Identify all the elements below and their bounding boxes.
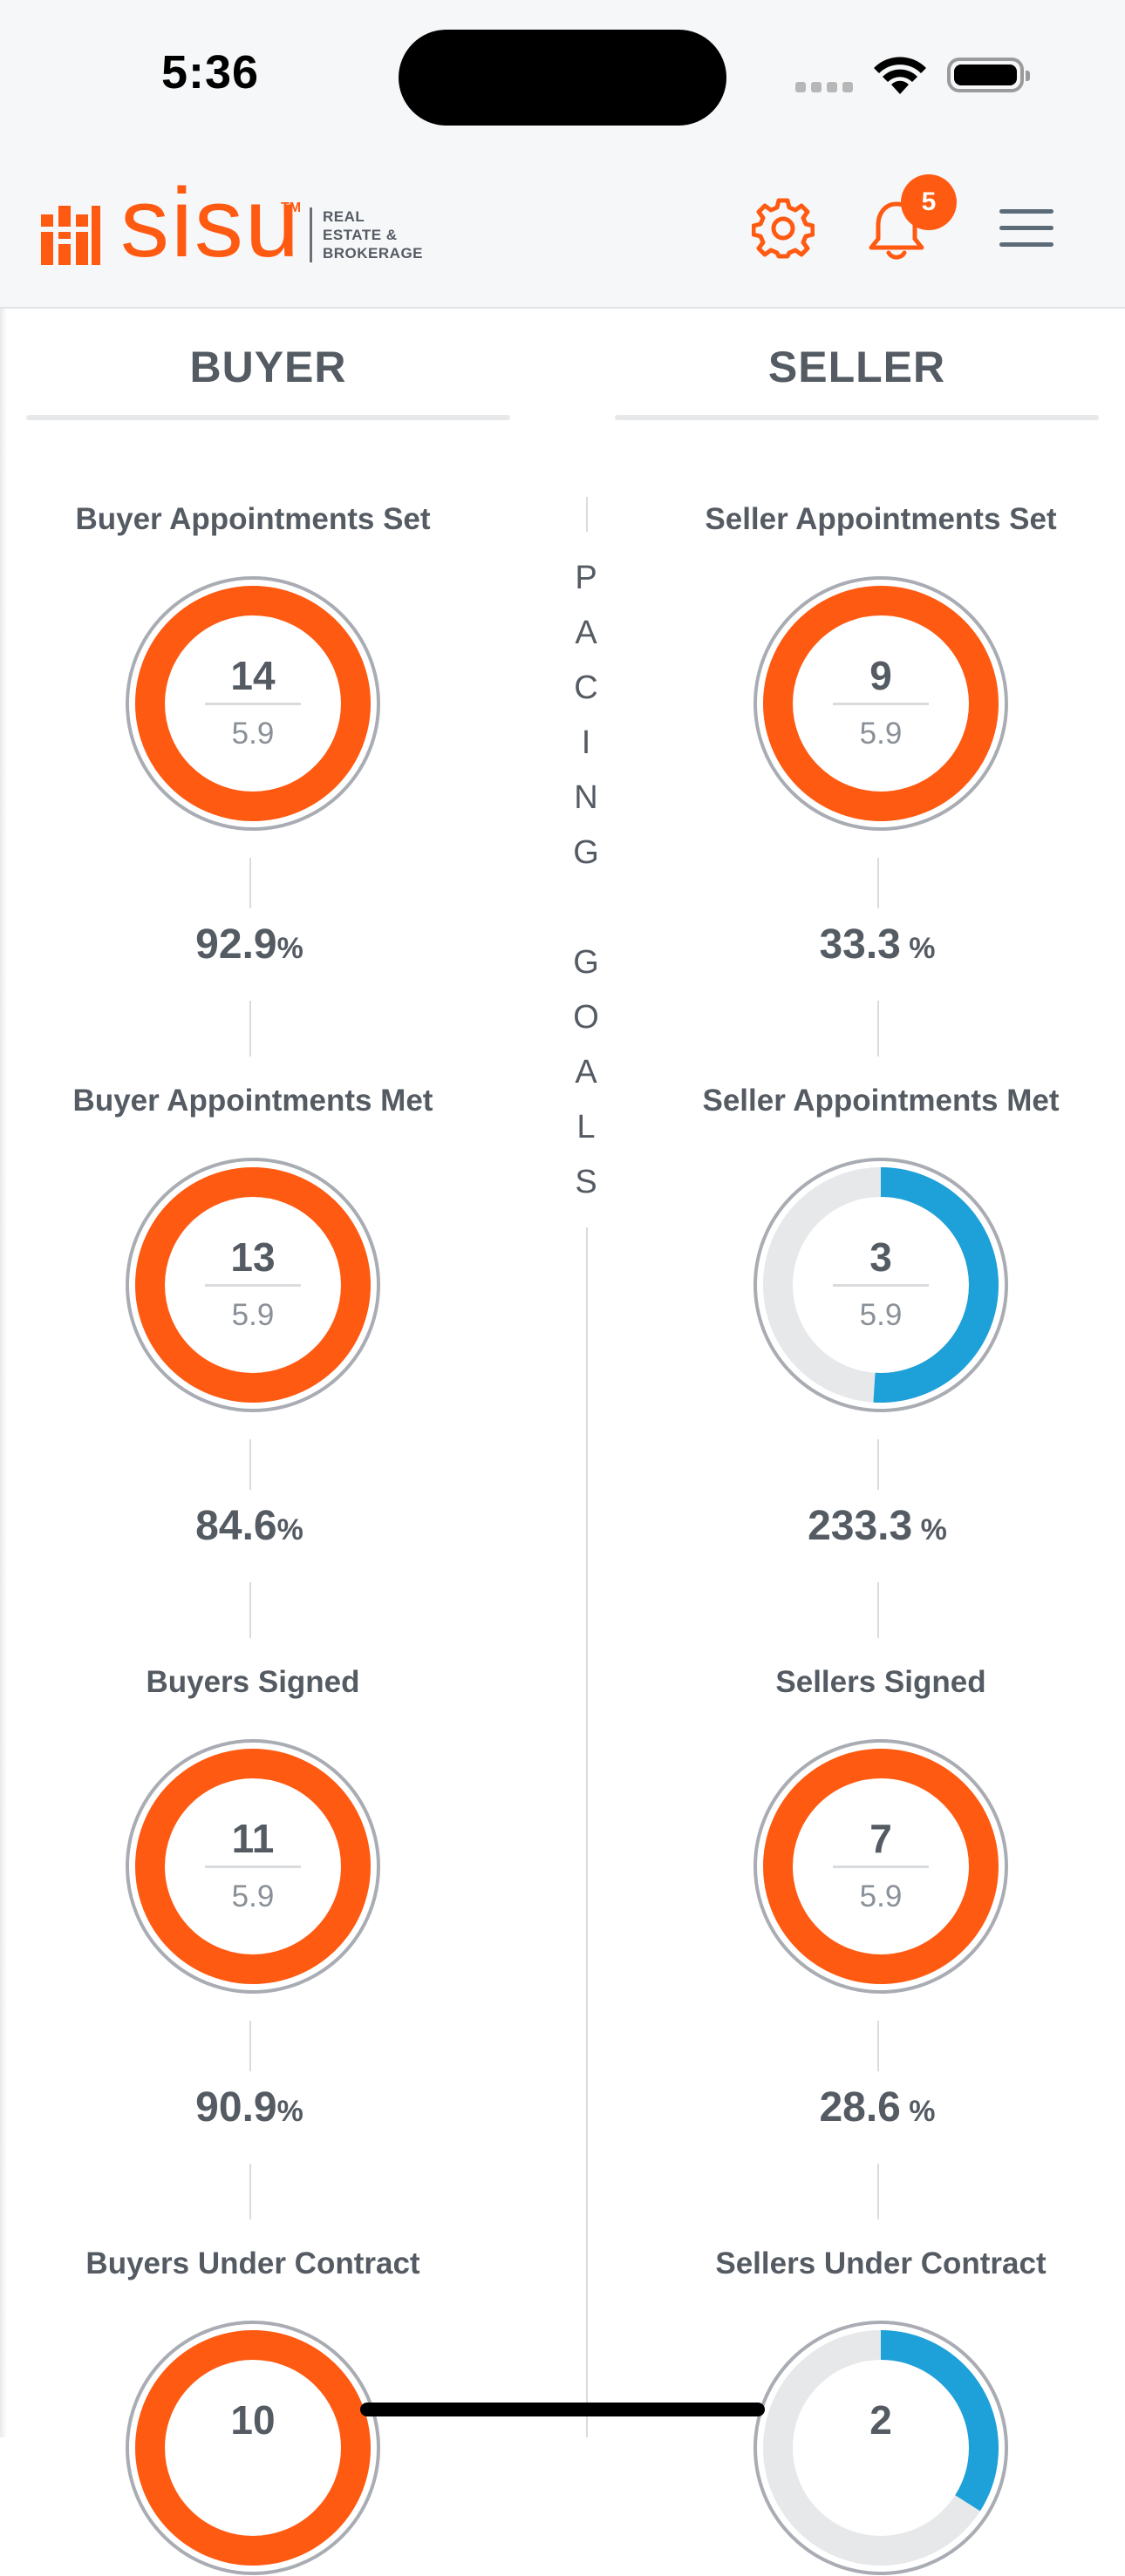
progress-ring[interactable]: 11 5.9 [125, 1738, 381, 1995]
left-edge-shadow [0, 309, 7, 2437]
metric-percent: 90.9% [119, 2083, 380, 2131]
metric-value: 14 [230, 653, 276, 698]
progress-ring[interactable]: 14 5.9 [125, 575, 381, 832]
metric-value: 7 [869, 1816, 892, 1861]
metric-title: Sellers Under Contract [715, 2246, 1047, 2280]
percent-value: 84.6 [195, 1503, 277, 1549]
tab-seller[interactable]: SELLER [615, 309, 1099, 420]
connector-line [877, 858, 879, 908]
logo-tagline: REAL ESTATE & BROKERAGE [310, 207, 423, 262]
metric-percent: 28.6 % [747, 2083, 1008, 2131]
gear-icon[interactable] [751, 197, 815, 264]
pacing-divider-bottom [586, 1227, 588, 2437]
pacing-goals-label: P A C I N G G O A L S [573, 560, 599, 1200]
value-divider [205, 1866, 301, 1868]
metric-goal: 5.9 [859, 1298, 903, 1332]
percent-value: 33.3 [819, 921, 901, 968]
percent-value: 233.3 [808, 1503, 913, 1549]
metric-value: 3 [869, 1234, 892, 1280]
metric-title: Buyer Appointments Set [75, 502, 431, 536]
connector-line [249, 858, 251, 908]
percent-value: 28.6 [819, 2084, 901, 2131]
metric-value: 13 [230, 1234, 276, 1280]
metric-value: 10 [230, 2397, 276, 2443]
tab-underline [26, 415, 510, 420]
metric-title: Sellers Signed [775, 1665, 986, 1699]
pacing-divider-top [586, 497, 588, 532]
value-divider [833, 1284, 929, 1287]
metric-percent: 92.9% [119, 921, 380, 969]
metric-percent: 233.3 % [747, 1502, 1008, 1550]
metric-title: Seller Appointments Met [702, 1084, 1060, 1118]
metric-goal: 5.9 [231, 1879, 275, 1913]
percent-unit: % [276, 1513, 303, 1546]
ring-graphic [126, 2321, 380, 2575]
metric-title: Seller Appointments Set [705, 502, 1057, 536]
connector-line [877, 2164, 879, 2219]
hamburger-menu-icon[interactable] [999, 207, 1053, 254]
percent-unit: % [276, 932, 303, 965]
tab-buyer[interactable]: BUYER [26, 309, 510, 420]
metric-value: 11 [231, 1816, 275, 1861]
metric-percent: 33.3 % [747, 921, 1008, 969]
metric-title: Buyers Under Contract [85, 2246, 420, 2280]
metric-percent: 84.6% [119, 1502, 380, 1550]
connector-line [877, 1582, 879, 1638]
status-time: 5:36 [161, 46, 260, 99]
percent-unit: % [276, 2095, 303, 2128]
percent-unit: % [900, 932, 936, 965]
progress-ring[interactable]: 10 [125, 2320, 381, 2576]
progress-ring[interactable]: 13 5.9 [125, 1157, 381, 1413]
percent-unit: % [912, 1513, 947, 1546]
metric-value: 2 [869, 2397, 892, 2443]
percent-unit: % [900, 2095, 936, 2128]
connector-line [249, 1439, 251, 1490]
status-bar: 5:36 [0, 0, 1125, 153]
battery-icon [947, 58, 1030, 92]
metric-goal: 5.9 [231, 1298, 275, 1332]
wifi-icon [872, 56, 928, 100]
ring-graphic [753, 2321, 1008, 2575]
connector-line [877, 2021, 879, 2071]
progress-ring[interactable]: 3 5.9 [753, 1157, 1009, 1413]
metric-goal: 5.9 [231, 717, 275, 751]
value-divider [205, 703, 301, 705]
home-indicator[interactable] [360, 2403, 765, 2416]
connector-line [249, 2164, 251, 2219]
connector-line [249, 1001, 251, 1057]
value-divider [833, 703, 929, 705]
logo-wordmark: sisu [120, 168, 302, 277]
percent-value: 90.9 [195, 2084, 277, 2131]
connector-line [249, 1582, 251, 1638]
progress-ring[interactable]: 9 5.9 [753, 575, 1009, 832]
progress-ring[interactable]: 2 [753, 2320, 1009, 2576]
connector-line [877, 1001, 879, 1057]
progress-ring[interactable]: 7 5.9 [753, 1738, 1009, 1995]
value-divider [205, 1284, 301, 1287]
connector-line [249, 2021, 251, 2071]
value-divider [833, 1866, 929, 1868]
connector-line [877, 1439, 879, 1490]
percent-value: 92.9 [195, 921, 277, 968]
metric-title: Buyers Signed [146, 1665, 360, 1699]
tab-underline [615, 415, 1099, 420]
metric-value: 9 [869, 653, 892, 698]
logo-trademark: TM [281, 201, 302, 215]
metric-title: Buyer Appointments Met [72, 1084, 433, 1118]
sisu-logo-icon [41, 206, 100, 269]
metric-goal: 5.9 [859, 717, 903, 751]
metric-goal: 5.9 [859, 1879, 903, 1913]
dynamic-island [399, 30, 726, 126]
notification-badge: 5 [901, 174, 957, 230]
